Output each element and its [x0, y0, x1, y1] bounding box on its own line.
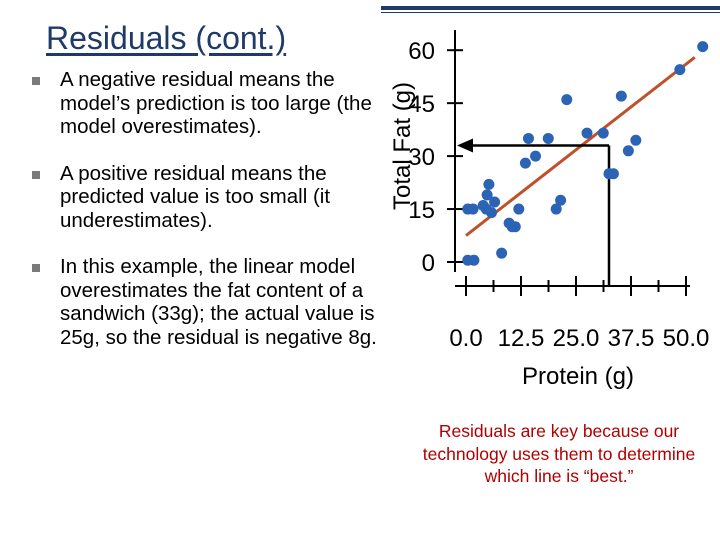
arrowhead-icon — [457, 138, 473, 153]
bullet-text: In this example, the linear model overes… — [60, 255, 377, 349]
data-point — [481, 189, 493, 201]
top-rule — [381, 6, 720, 10]
y-axis-label: Total Fat (g) — [389, 82, 416, 210]
bullet-text: A positive residual means the predicted … — [60, 161, 331, 232]
x-tick-label: 37.5 — [608, 325, 655, 352]
y-tick-label: 45 — [408, 91, 435, 118]
data-point — [489, 196, 501, 208]
bullet-list: A negative residual means the model’s pr… — [30, 68, 390, 372]
data-point — [555, 194, 567, 206]
data-point — [496, 247, 508, 259]
bullet-item: A positive residual means the predicted … — [30, 162, 390, 233]
bullet-text: A negative residual means the model’s pr… — [60, 68, 372, 138]
x-tick-label: 0.0 — [449, 325, 482, 352]
x-tick-label: 25.0 — [553, 325, 600, 352]
data-point — [581, 127, 593, 139]
data-point — [513, 203, 525, 215]
data-point — [509, 221, 521, 233]
data-point — [486, 207, 498, 219]
data-point — [597, 127, 609, 139]
x-tick-label: 12.5 — [498, 325, 545, 352]
bullet-item: A negative residual means the model’s pr… — [30, 68, 390, 139]
y-tick-label: 30 — [408, 144, 435, 171]
bullet-square-icon — [32, 264, 40, 272]
data-point — [483, 178, 495, 190]
data-point — [522, 132, 534, 144]
y-tick-label: 15 — [408, 197, 435, 224]
bullet-item: In this example, the linear model overes… — [30, 255, 390, 349]
data-point — [468, 254, 480, 266]
slide-title: Residuals (cont.) — [46, 20, 287, 56]
data-point — [607, 168, 619, 180]
data-point — [697, 41, 709, 53]
bullet-square-icon — [32, 170, 40, 179]
data-point — [530, 150, 542, 162]
data-point — [561, 94, 573, 106]
x-axis-label: Protein (g) — [522, 363, 634, 390]
y-tick-label: 0 — [422, 250, 435, 277]
data-point — [615, 90, 627, 102]
data-point — [542, 132, 554, 144]
y-tick-label: 60 — [408, 38, 435, 65]
scatter-chart: 0 15 30 45 60 0.0 12.5 25.0 37.5 50.0 Protein (g) T… — [389, 30, 710, 390]
top-rule-thin — [381, 12, 720, 13]
data-point — [467, 203, 479, 215]
x-tick-label: 50.0 — [663, 325, 710, 352]
data-point — [519, 157, 531, 169]
caption-text: Residuals are key because our technology… — [422, 421, 696, 486]
bullet-square-icon — [32, 77, 40, 85]
data-point — [674, 64, 686, 76]
data-point — [622, 145, 634, 157]
data-point — [550, 203, 562, 215]
data-point — [630, 134, 642, 146]
